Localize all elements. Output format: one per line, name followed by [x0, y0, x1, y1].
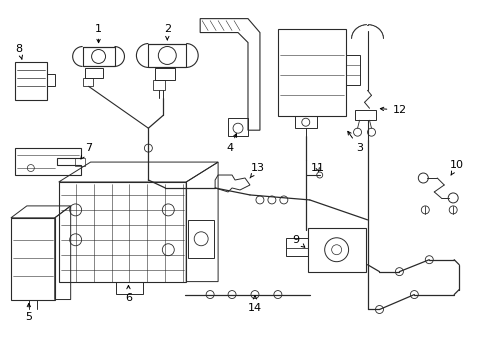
- Bar: [59, 182, 186, 282]
- Bar: [228, 118, 248, 136]
- Text: 10: 10: [450, 160, 464, 175]
- Bar: [74, 158, 85, 166]
- Text: 12: 12: [380, 105, 407, 115]
- Bar: [286, 238, 308, 256]
- Bar: [355, 110, 376, 120]
- Text: 9: 9: [292, 235, 305, 247]
- Text: 7: 7: [81, 143, 92, 159]
- Text: 13: 13: [250, 163, 265, 178]
- Bar: [83, 78, 93, 86]
- Text: 6: 6: [125, 285, 132, 302]
- Text: 11: 11: [311, 163, 325, 173]
- Bar: [148, 44, 186, 67]
- Bar: [83, 46, 115, 67]
- Bar: [11, 218, 55, 300]
- Bar: [295, 116, 317, 128]
- Text: 3: 3: [348, 131, 363, 153]
- Text: 2: 2: [164, 24, 171, 40]
- Text: 5: 5: [25, 303, 32, 323]
- Bar: [308, 228, 366, 272]
- Bar: [15, 62, 47, 100]
- Text: 1: 1: [95, 24, 102, 42]
- Bar: [116, 282, 144, 293]
- Bar: [85, 68, 102, 78]
- Text: 8: 8: [15, 44, 23, 59]
- Bar: [188, 220, 214, 258]
- Bar: [345, 55, 360, 85]
- Text: 14: 14: [248, 296, 262, 312]
- Bar: [155, 68, 175, 80]
- Bar: [153, 80, 165, 90]
- Bar: [278, 28, 345, 116]
- Bar: [47, 75, 55, 86]
- Text: 4: 4: [226, 134, 237, 153]
